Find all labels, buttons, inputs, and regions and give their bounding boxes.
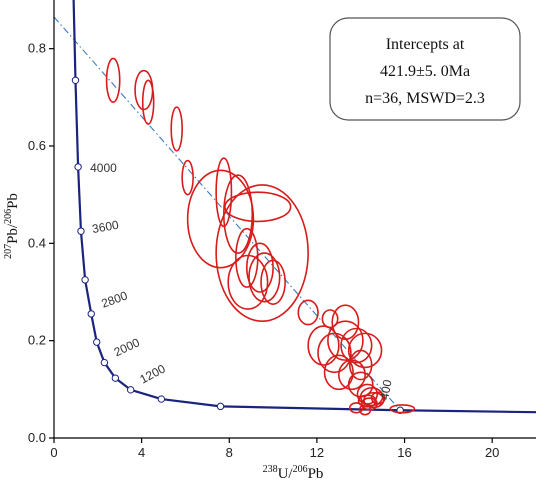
discordia-layer [54, 16, 401, 411]
y-tick-label: 0.2 [28, 333, 46, 348]
concordia-age-marker [126, 386, 135, 394]
data-ellipse [248, 252, 281, 303]
data-ellipse [327, 320, 364, 361]
concordia-age-marker [74, 163, 82, 171]
data-ellipse [323, 354, 354, 391]
ellipse-layer [105, 57, 416, 416]
data-ellipse [348, 349, 373, 381]
x-axis-title-sup: 238 [263, 464, 278, 475]
concordia-age-label: 1200 [138, 361, 168, 386]
concordia-curve [72, 0, 536, 414]
x-axis-title-main: U/ [278, 466, 294, 482]
concordia-age-marker [77, 227, 85, 235]
x-tick-label: 8 [226, 445, 233, 460]
concordia-age-marker [87, 310, 95, 318]
data-ellipse [358, 404, 372, 416]
y-axis-title-main2: Pb [5, 193, 21, 209]
data-ellipse [141, 79, 155, 125]
y-axis-title: 207Pb/206Pb [3, 193, 21, 259]
data-ellipse [361, 397, 378, 411]
annotation-line-1: Intercepts at [386, 36, 465, 53]
x-axis-title-sup2: 206 [293, 464, 308, 475]
data-ellipse [338, 359, 366, 391]
data-ellipse [235, 227, 259, 288]
y-axis-title-main: Pb/ [5, 223, 21, 244]
concordia-age-marker [93, 338, 101, 346]
concordia-age-marker [216, 402, 225, 411]
y-tick-label: 0.0 [28, 430, 46, 445]
y-axis-title-sup: 207 [3, 244, 14, 259]
y-tick-label: 0.6 [28, 138, 46, 153]
data-ellipse [181, 159, 194, 196]
concordia-age-marker [81, 276, 89, 284]
y-axis-title-sup2: 206 [3, 209, 14, 224]
annotation-line-3: n=36, MSWD=2.3 [365, 90, 485, 107]
annotation-box: Intercepts at 421.9±5. 0Ma n=36, MSWD=2.… [329, 17, 521, 121]
data-ellipse [317, 332, 352, 374]
concordia-age-marker [111, 374, 120, 382]
data-ellipse [297, 299, 319, 326]
x-tick-label: 0 [50, 445, 57, 460]
concordia-age-label: 2000 [112, 335, 142, 359]
concordia-age-label: 400 [377, 378, 394, 400]
x-tick-label: 4 [138, 445, 145, 460]
concordia-age-label: 4000 [90, 161, 117, 175]
concordia-age-marker [157, 395, 166, 403]
concordia-layer [71, 0, 536, 414]
concordia-age-marker [71, 76, 80, 85]
concordia-age-marker [100, 358, 109, 367]
data-ellipse [347, 332, 383, 369]
x-tick-label: 20 [485, 445, 499, 460]
annotation-frame [329, 17, 521, 121]
concordia-age-label: 2800 [99, 288, 129, 310]
data-ellipse [389, 404, 416, 414]
data-ellipse [105, 57, 121, 104]
data-ellipse [222, 174, 254, 254]
concordia-age-label: 3600 [91, 218, 120, 236]
discordia-line [54, 16, 401, 411]
data-ellipse [224, 191, 292, 223]
y-tick-label: 0.4 [28, 235, 46, 250]
data-ellipse [246, 242, 274, 293]
x-tick-label: 12 [310, 445, 324, 460]
data-ellipse [170, 106, 183, 152]
x-tick-label: 16 [397, 445, 411, 460]
tick-layer: 0 4 8 12 16 20 0.0 0.2 0.4 0.6 0.8 [28, 41, 499, 460]
data-ellipse [307, 325, 340, 366]
data-ellipse [340, 327, 373, 364]
data-ellipse [186, 169, 255, 269]
y-tick-label: 0.8 [28, 41, 46, 56]
annotation-line-2: 421.9±5. 0Ma [380, 63, 470, 80]
x-axis-title: 238U/206Pb [263, 464, 324, 482]
x-axis-title-main2: Pb [308, 466, 324, 482]
data-ellipse [215, 184, 309, 322]
